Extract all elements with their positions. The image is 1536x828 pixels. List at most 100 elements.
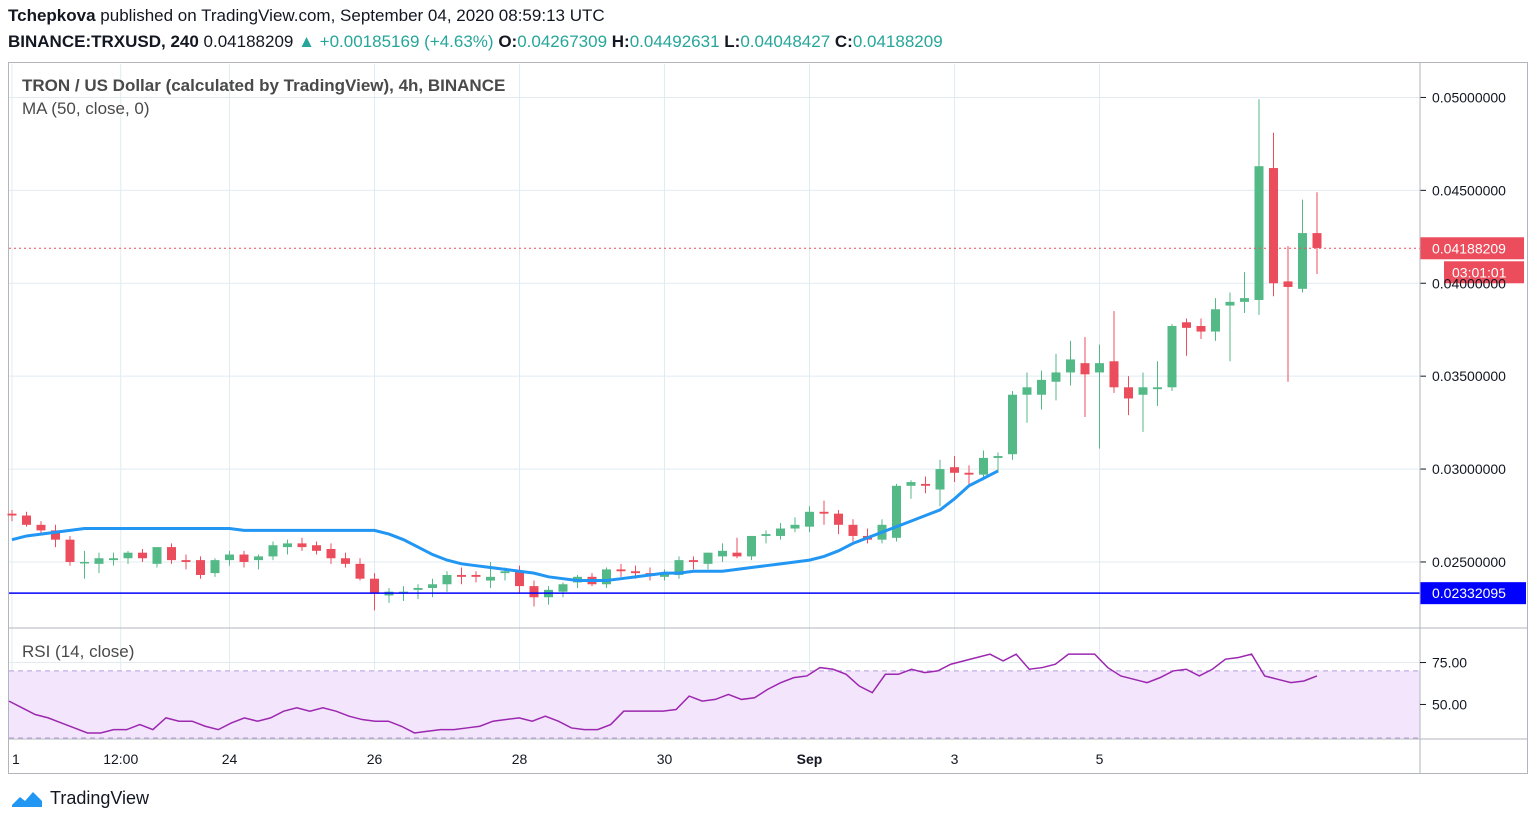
candle-body xyxy=(515,571,524,587)
candle-body xyxy=(674,560,684,575)
candle-body xyxy=(457,574,466,577)
candle xyxy=(1153,361,1162,406)
candle xyxy=(819,500,829,525)
candle-body xyxy=(283,543,292,548)
candle xyxy=(413,584,423,600)
candle-body xyxy=(428,584,437,588)
candle xyxy=(761,530,771,544)
price-change: ▲ +0.00185169 (+4.63%) xyxy=(298,32,494,51)
candle-body xyxy=(341,558,350,564)
candle-body xyxy=(312,545,321,551)
last-price: 0.04188209 xyxy=(203,32,294,51)
candle-body xyxy=(80,561,89,564)
candle-body xyxy=(631,571,640,574)
rsi-tick-label: 50.00 xyxy=(1432,696,1467,712)
candle-body xyxy=(254,556,263,561)
candle-body xyxy=(805,511,814,527)
publish-line: Tchepkova published on TradingView.com, … xyxy=(8,6,605,26)
high-label: H: xyxy=(611,32,630,51)
candle xyxy=(892,483,901,542)
candle xyxy=(1138,372,1148,432)
candle xyxy=(1225,292,1235,362)
y-tick-label: 0.02500000 xyxy=(1432,554,1506,570)
candle xyxy=(558,582,568,598)
candle-body xyxy=(94,558,104,564)
chart-frame[interactable] xyxy=(8,62,1528,774)
candle xyxy=(616,563,626,577)
candle-body xyxy=(718,550,727,557)
candle xyxy=(152,547,162,568)
candle xyxy=(1312,192,1322,274)
candle xyxy=(167,543,176,564)
candle-body xyxy=(979,457,988,475)
candle xyxy=(225,550,234,566)
candle xyxy=(1037,370,1046,410)
candle xyxy=(442,571,452,592)
overlay-layer: 0.02332095 0.04188209 03:01:01 xyxy=(8,237,1526,734)
candle-body xyxy=(471,574,481,577)
candle xyxy=(1283,246,1293,382)
candle-body xyxy=(225,554,234,561)
candle xyxy=(964,465,974,486)
rsi-tick-label: 75.00 xyxy=(1432,655,1467,671)
chart-title: TRON / US Dollar (calculated by TradingV… xyxy=(22,76,506,95)
candle-body xyxy=(181,560,191,562)
tradingview-brand[interactable]: TradingView xyxy=(10,788,149,809)
x-tick-label: 28 xyxy=(512,751,528,767)
candle xyxy=(979,450,988,481)
candle xyxy=(1095,344,1104,449)
candle-body xyxy=(297,543,307,548)
candle-body xyxy=(602,569,611,585)
candle xyxy=(196,556,205,579)
candle-body xyxy=(486,576,495,581)
candle-body xyxy=(370,578,379,594)
ma-line xyxy=(11,469,999,583)
candle xyxy=(210,558,220,577)
candle xyxy=(935,459,945,507)
candle xyxy=(326,543,336,564)
candle xyxy=(1022,372,1032,423)
candle-body xyxy=(1240,298,1249,302)
last-price-tag xyxy=(1420,237,1524,260)
candle xyxy=(1211,298,1220,341)
rsi-band xyxy=(9,670,1420,739)
candle-body xyxy=(138,552,147,559)
candle-body xyxy=(1225,301,1235,306)
brand-name: TradingView xyxy=(50,788,150,808)
candle xyxy=(1240,272,1249,313)
candle xyxy=(239,550,249,568)
candle-body xyxy=(1008,394,1017,455)
candle xyxy=(370,573,379,611)
open-value: 0.04267309 xyxy=(517,32,608,51)
symbol-line: BINANCE:TRXUSD, 240 0.04188209 ▲ +0.0018… xyxy=(8,32,943,52)
candle xyxy=(80,550,89,579)
rsi-band-fill xyxy=(9,670,1420,738)
candle-body xyxy=(1080,363,1090,375)
tradingview-logo-icon xyxy=(12,791,42,807)
candle-body xyxy=(123,552,133,559)
candle-body xyxy=(1109,361,1119,388)
x-tick-label: 5 xyxy=(1096,751,1104,767)
candle-body xyxy=(442,574,452,585)
candle xyxy=(22,511,31,527)
candle-body xyxy=(529,586,539,598)
author-name: Tchepkova xyxy=(8,6,96,25)
candle-body xyxy=(1051,372,1061,382)
candle xyxy=(1066,340,1075,386)
candle xyxy=(805,506,814,533)
candle xyxy=(1008,391,1017,460)
candle xyxy=(428,578,437,598)
candle-body xyxy=(1167,325,1177,388)
candle-body xyxy=(1182,322,1191,328)
candle-body xyxy=(1153,387,1162,390)
candle xyxy=(732,537,742,559)
x-tick-label: 24 xyxy=(222,751,238,767)
candle xyxy=(1167,324,1177,392)
candle-body xyxy=(326,548,336,559)
candle-body xyxy=(921,483,930,486)
candle xyxy=(65,535,75,566)
candle xyxy=(660,569,669,581)
candle xyxy=(355,558,365,581)
candle xyxy=(7,509,17,522)
